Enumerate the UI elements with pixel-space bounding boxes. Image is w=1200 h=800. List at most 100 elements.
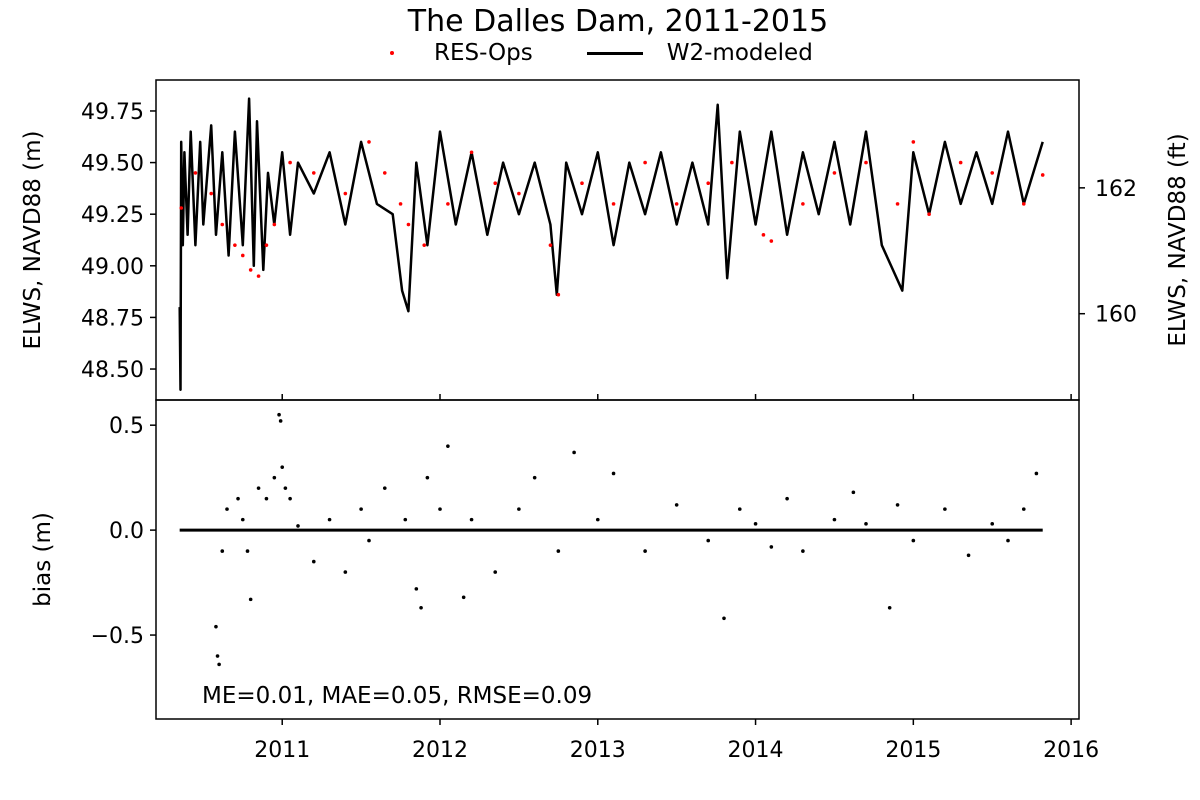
bias-point [911,538,916,543]
axes-text-group: 48.50 48.75 49.00 49.25 49.50 49.75 160 162 −0.5… [20,100,1191,763]
bias-point [248,597,253,602]
res-ops-point [248,268,253,272]
bias-point [943,507,947,511]
res-ops-point [895,202,900,206]
res-ops-point [643,160,647,165]
bias-point [256,486,261,490]
bias-point [414,587,419,591]
bias-point [722,616,726,621]
bias-point [419,605,423,610]
x-tick-label: 2012 [412,738,468,763]
res-ops-point [832,171,837,175]
w2-modeled-line [178,97,1044,391]
bottom-y-axis-label: bias (m) [30,512,56,607]
x-tick-label: 2015 [885,738,941,763]
top-y-tick-label: 49.25 [81,203,144,228]
top-y-tick-label: 48.50 [81,358,144,383]
top-panel-frame [155,79,1080,401]
bottom-plot-area [179,412,1043,667]
bottom-panel-frame [155,399,1080,720]
bottom-y-tick-label: −0.5 [91,624,144,649]
bias-point [832,517,837,522]
bias-point [643,549,647,553]
res-ops-point [446,202,450,206]
bias-point [572,450,576,455]
res-ops-point [580,181,584,186]
bias-point [753,522,758,526]
res-ops-point [730,160,734,165]
bias-point [556,549,561,553]
bias-point [277,412,281,417]
bias-point [425,475,430,480]
res-ops-point [209,191,214,196]
res-ops-point [769,239,774,243]
bias-point [1006,538,1010,543]
legend: RES-Ops W2-modeled [380,40,813,66]
bias-point [887,605,892,610]
bias-point [343,570,348,574]
res-ops-point [398,202,403,206]
res-ops-point [469,150,474,155]
bias-point [278,419,283,423]
res-ops-point [220,222,225,227]
res-ops-point [367,140,371,144]
bias-point [461,595,466,600]
res-ops-point [611,202,616,206]
bias-point [403,517,408,522]
res-ops-point [761,233,766,237]
bias-point [382,486,387,490]
bias-point [215,654,220,658]
bias-point [674,503,679,507]
bias-point [990,522,995,526]
top-y-tick-label: 48.75 [81,306,144,331]
res-ops-point [548,243,553,247]
bias-point [220,549,225,553]
res-ops-point [674,202,679,206]
res-ops-point [517,191,521,196]
res-ops-point [264,243,269,247]
bias-point [288,496,292,501]
res-ops-point [422,243,427,247]
top-y-tick-label: 49.00 [81,255,144,280]
bias-point [272,475,277,480]
top-y-tick-label: 49.50 [81,152,144,177]
bias-point [469,517,474,522]
bias-point [595,517,600,522]
bias-point [236,496,240,501]
bias-point [327,517,332,522]
bias-point [367,538,371,543]
bias-point [493,570,498,574]
bias-point [311,559,316,564]
res-ops-point [911,140,916,144]
bias-point [785,496,789,501]
stats-annotation: ME=0.01, MAE=0.05, RMSE=0.09 [202,683,592,709]
bias-point [359,507,363,511]
res-ops-point [193,171,198,175]
res-ops-point [556,292,561,297]
bias-point [283,486,288,490]
legend-res-ops-marker [390,51,394,55]
bias-point [851,490,856,495]
res-ops-point [382,171,387,175]
bias-point [264,496,269,501]
res-ops-point [493,181,498,186]
res-ops-point [272,222,277,227]
res-ops-point [406,222,411,227]
x-tick-label: 2014 [728,738,784,763]
res-ops-point [311,171,316,175]
bias-point [864,522,868,526]
right-y-axis-label: ELWS, NAVD88 (ft) [1165,133,1191,346]
bias-point [895,503,900,507]
res-ops-point [927,212,931,216]
res-ops-point [958,160,963,165]
res-ops-point [179,206,184,210]
x-tick-label: 2013 [570,738,626,763]
bottom-y-tick-label: 0.0 [109,519,144,544]
res-ops-point [288,160,292,165]
right-y-tick-label: 162 [1095,177,1137,202]
bias-point [611,471,616,476]
bias-point [1034,471,1039,476]
res-ops-point [1040,173,1045,177]
res-ops-point [864,160,868,165]
